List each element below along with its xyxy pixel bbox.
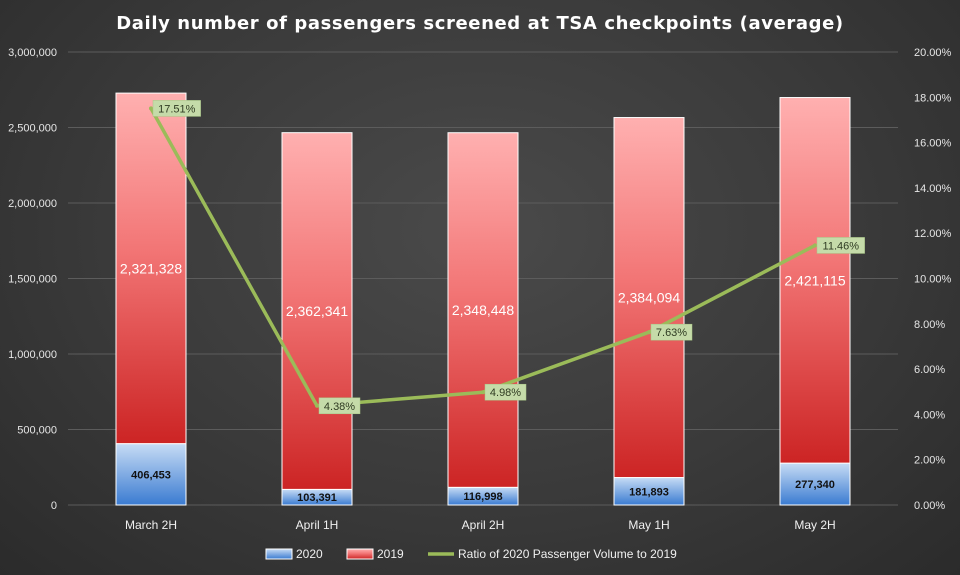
ratio-label-box (816, 237, 865, 254)
y-left-tick-label: 2,000,000 (8, 198, 57, 210)
ratio-label-box (650, 323, 693, 341)
bar-2019 (281, 132, 353, 490)
ratio-data-label: 4.98% (490, 387, 521, 399)
ratio-point (149, 106, 153, 111)
y-right-tick-label: 10.00% (914, 274, 952, 286)
y-right-tick-label: 2.00% (914, 455, 945, 467)
legend-label-2020: 2020 (296, 547, 323, 561)
bar-2020 (115, 443, 187, 506)
data-label-2020: 116,998 (463, 491, 502, 503)
bar-2019 (613, 117, 685, 479)
y-axis-right: 0.00% 2.00% 4.00% 6.00% 8.00% 10.00% 12.00% 14.… (914, 47, 952, 512)
data-label-2019: 2,384,094 (618, 290, 680, 306)
data-label-2019: 2,348,448 (452, 302, 514, 318)
x-axis-categories: March 2H April 1H April 2H May 1H May 2H (125, 518, 836, 532)
ratio-line: 17.51% 4.38% 4.98% 7.63% 11.46% (149, 100, 865, 415)
y-right-tick-label: 0.00% (914, 500, 945, 512)
legend: 2020 2019 Ratio of 2020 Passenger Volume t… (265, 547, 677, 561)
y-axis-left: 0 500,000 1,000,000 1,500,000 2,000,000 2,500… (8, 47, 57, 512)
legend-label-2019: 2019 (377, 547, 404, 561)
data-label-2019: 2,421,115 (784, 272, 845, 288)
y-right-tick-label: 18.00% (914, 92, 952, 104)
data-label-2020: 277,340 (795, 479, 835, 491)
y-left-tick-label: 0 (51, 500, 57, 512)
y-left-tick-label: 1,000,000 (8, 349, 57, 361)
ratio-label-box (152, 100, 201, 117)
y-right-tick-label: 14.00% (914, 183, 952, 195)
chart-title: Daily number of passengers screened at T… (116, 13, 843, 34)
ratio-point (315, 403, 319, 408)
ratio-data-label: 17.51% (158, 103, 196, 115)
data-label-2019: 2,321,328 (120, 260, 182, 276)
ratio-point (481, 390, 485, 395)
y-right-tick-label: 8.00% (914, 319, 945, 331)
ratio-point (813, 243, 817, 248)
x-tick-label: April 2H (462, 518, 505, 532)
bar-2020 (779, 462, 851, 506)
y-left-tick-label: 500,000 (17, 425, 57, 437)
bars: 2,321,328 406,453 2,362,341 103,391 2,348,44… (115, 92, 851, 506)
bar-2020 (613, 477, 685, 506)
ratio-data-label: 7.63% (656, 327, 687, 339)
data-label-2020: 406,453 (131, 469, 171, 481)
ratio-point (647, 330, 651, 335)
ratio-label-box (318, 397, 361, 415)
y-right-tick-label: 16.00% (914, 138, 952, 150)
y-left-tick-label: 3,000,000 (8, 47, 57, 59)
ratio-data-label: 11.46% (823, 240, 860, 252)
y-left-tick-label: 2,500,000 (8, 123, 57, 135)
x-tick-label: March 2H (125, 518, 177, 532)
x-tick-label: May 2H (794, 518, 835, 532)
data-label-2020: 103,391 (297, 492, 337, 504)
ratio-data-label: 4.38% (324, 401, 355, 413)
x-tick-label: May 1H (628, 518, 669, 532)
bar-2019 (447, 132, 519, 488)
data-label-2019: 2,362,341 (286, 303, 348, 319)
legend-swatch-2019 (346, 548, 374, 560)
legend-label-ratio: Ratio of 2020 Passenger Volume to 2019 (458, 547, 677, 561)
ratio-label-box (484, 383, 527, 401)
x-tick-label: April 1H (296, 518, 339, 532)
y-right-tick-label: 6.00% (914, 364, 945, 376)
legend-swatch-2020 (265, 548, 293, 560)
y-right-tick-label: 12.00% (914, 228, 952, 240)
data-label-2020: 181,893 (629, 486, 669, 498)
bar-2019 (779, 97, 851, 464)
y-right-tick-label: 20.00% (914, 47, 952, 59)
y-right-tick-label: 4.00% (914, 409, 945, 421)
y-left-tick-label: 1,500,000 (8, 274, 57, 286)
